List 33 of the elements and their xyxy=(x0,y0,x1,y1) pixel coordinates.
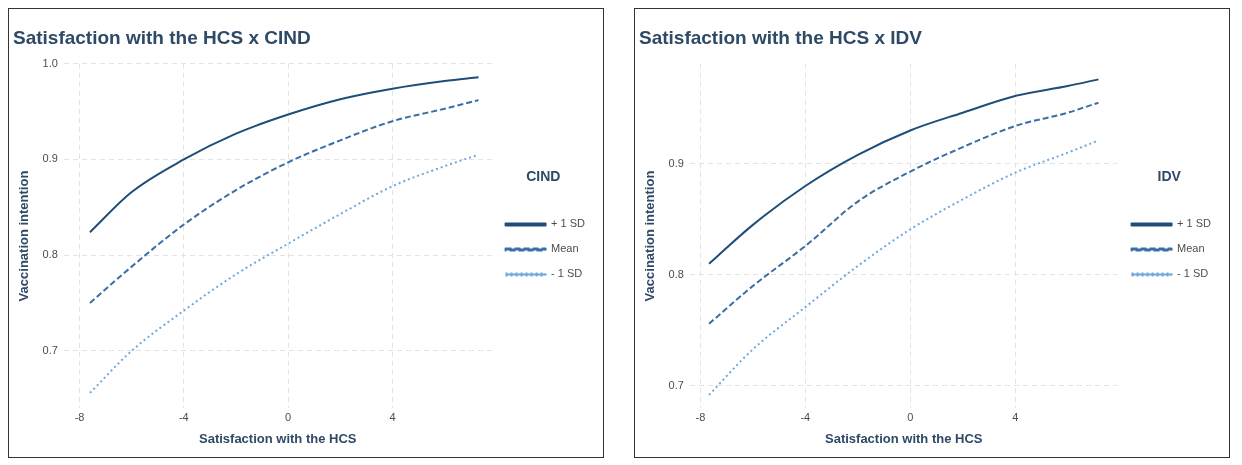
legend-label: Mean xyxy=(1177,242,1205,255)
legend-title: IDV xyxy=(1157,167,1182,184)
x-axis-title: Satisfaction with the HCS xyxy=(824,430,983,446)
x-tick-label: 4 xyxy=(1012,410,1019,423)
x-tick-label: 0 xyxy=(285,410,292,423)
line-series xyxy=(88,99,480,304)
x-tick-label: -8 xyxy=(695,410,706,423)
line-series xyxy=(88,76,480,234)
legend-label: Mean xyxy=(551,242,579,255)
legend-label: + 1 SD xyxy=(1177,217,1212,230)
y-tick-label: 0.9 xyxy=(668,156,684,169)
y-axis-title: Vaccination intention xyxy=(16,170,32,302)
legend-title: CIND xyxy=(526,167,561,184)
x-tick-label: 4 xyxy=(389,410,396,423)
x-axis-title: Satisfaction with the HCS xyxy=(198,430,357,446)
y-tick-label: 1.0 xyxy=(42,56,58,69)
y-tick-label: 0.8 xyxy=(668,267,684,280)
line-series xyxy=(708,101,1100,325)
legend-label: - 1 SD xyxy=(1177,267,1209,280)
x-tick-label: -4 xyxy=(178,410,189,423)
line-series xyxy=(708,78,1100,265)
y-tick-label: 0.8 xyxy=(42,248,58,261)
x-tick-label: -8 xyxy=(74,410,85,423)
x-tick-label: 0 xyxy=(907,410,914,423)
y-tick-label: 0.7 xyxy=(42,343,58,356)
y-tick-label: 0.9 xyxy=(42,152,58,165)
y-axis-title: Vaccination intention xyxy=(642,170,658,302)
chart-title: Satisfaction with the HCS x CIND xyxy=(13,26,311,48)
legend-label: - 1 SD xyxy=(551,267,583,280)
x-tick-label: -4 xyxy=(800,410,811,423)
chart-title: Satisfaction with the HCS x IDV xyxy=(639,26,923,48)
legend-label: + 1 SD xyxy=(551,217,586,230)
y-tick-label: 0.7 xyxy=(668,379,684,392)
